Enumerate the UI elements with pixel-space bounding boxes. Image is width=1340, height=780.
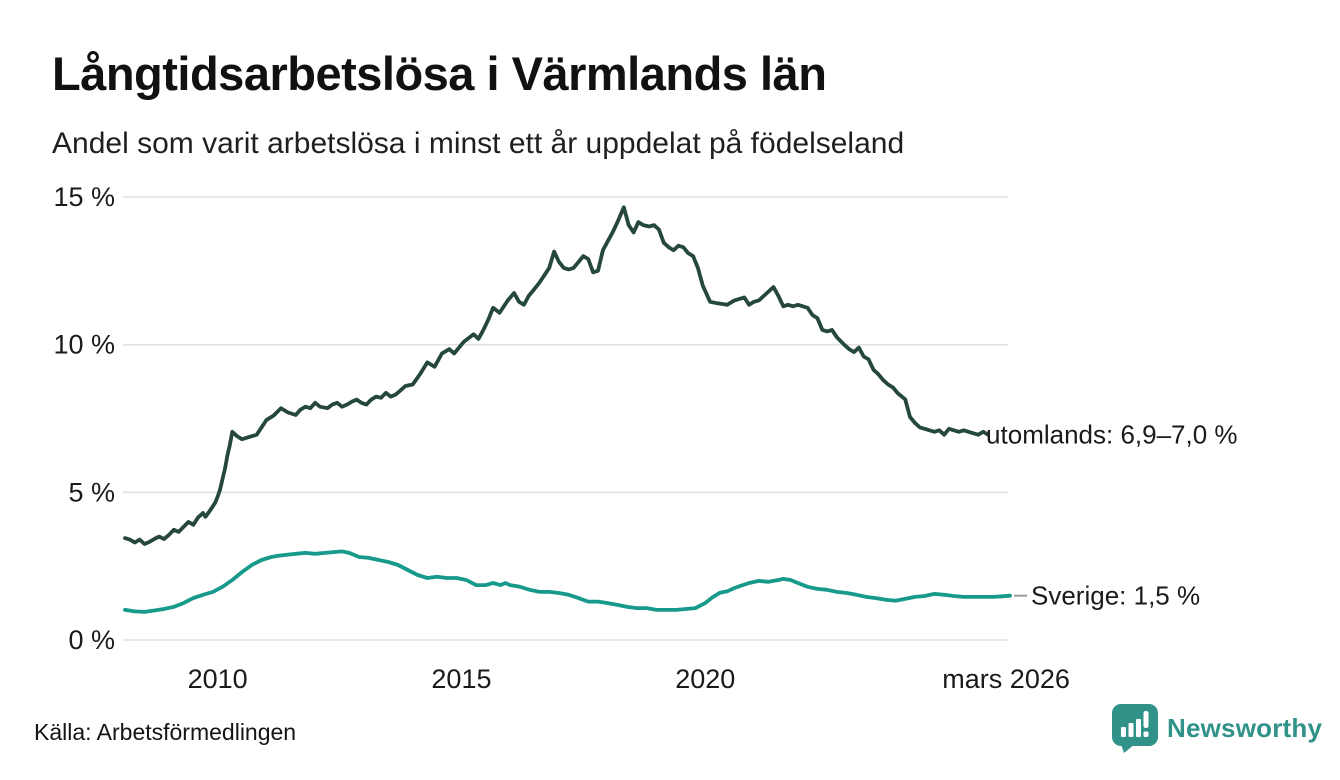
x-tick-label: 2020	[675, 664, 735, 694]
gridlines	[123, 196, 1008, 641]
source-note: Källa: Arbetsförmedlingen	[34, 719, 297, 745]
newsworthy-chart-bubble-icon	[1112, 704, 1158, 753]
x-tick-label: 2015	[431, 664, 491, 694]
x-tick-label: 2010	[188, 664, 248, 694]
series-end-label-sverige: Sverige: 1,5 %	[1031, 581, 1200, 611]
series-line-sverige	[123, 549, 1012, 614]
newsworthy-logo: Newsworthy	[1112, 704, 1322, 753]
page-subtitle: Andel som varit arbetslösa i minst ett å…	[52, 127, 905, 160]
y-tick-label: 0 %	[68, 625, 115, 655]
page-title: Långtidsarbetslösa i Värmlands län	[52, 47, 827, 100]
series-end-label-utomlands: utomlands: 6,9–7,0 %	[986, 420, 1238, 450]
newsworthy-wordmark: Newsworthy	[1167, 713, 1323, 743]
x-tick-label: mars 2026	[942, 664, 1070, 694]
series-line-utomlands	[123, 205, 990, 546]
y-tick-label: 5 %	[68, 477, 115, 507]
y-tick-label: 10 %	[53, 330, 115, 360]
y-tick-label: 15 %	[53, 182, 115, 212]
